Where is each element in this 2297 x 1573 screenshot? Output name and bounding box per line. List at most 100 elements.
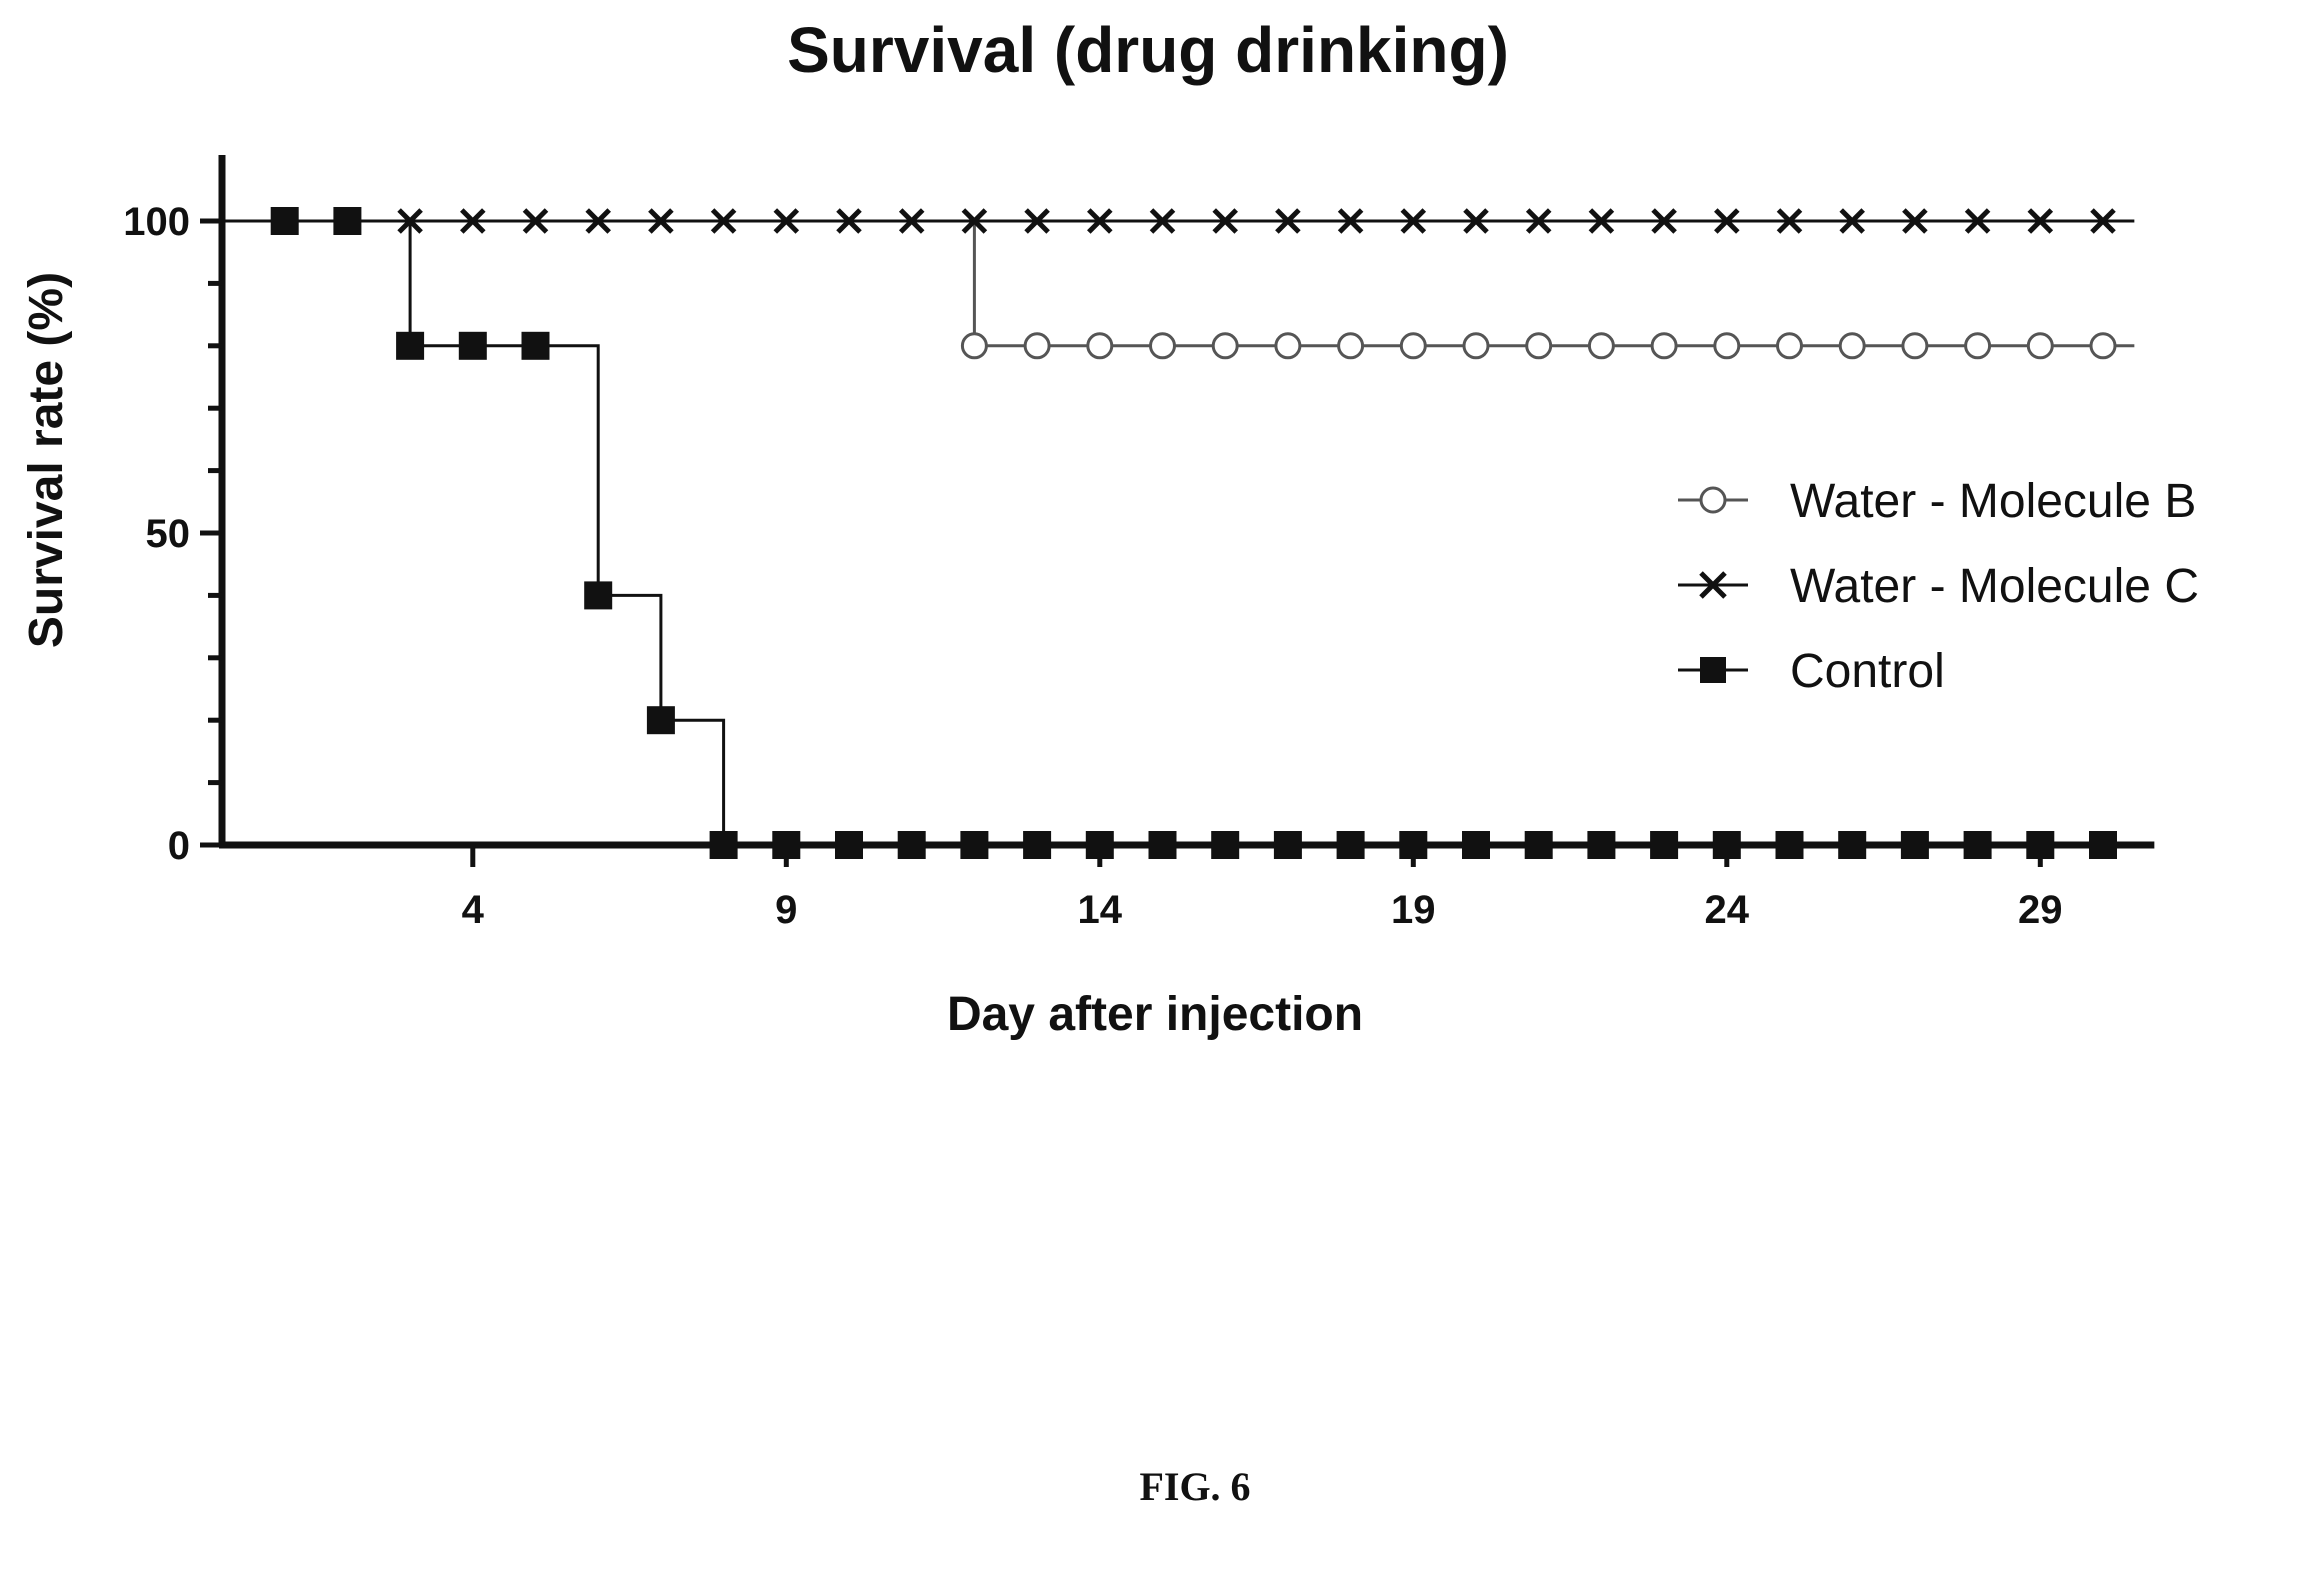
marker-molecule-b [1399,332,1427,360]
marker-molecule-c [397,208,423,234]
marker-control [1900,831,1929,859]
marker-control [772,831,801,859]
marker-molecule-c [1337,208,1364,234]
x-tick-label: 29 [2018,888,2063,932]
marker-molecule-c-stroke-b [2090,208,2116,234]
marker-molecule-c [1463,208,1489,234]
marker-molecule-c [1024,208,1050,234]
marker-molecule-c [898,208,925,234]
marker-molecule-b [1964,332,1992,360]
marker-control [1712,831,1741,859]
marker-control [521,331,550,360]
marker-control [1273,831,1302,859]
x-tick-label: 19 [1391,888,1436,932]
marker-molecule-b [1587,332,1615,360]
x-tick-label: 4 [462,888,485,932]
marker-molecule-b [1838,332,1866,360]
marker-molecule-b [1149,332,1176,360]
marker-control [333,207,362,235]
marker-molecule-c [1400,208,1427,234]
marker-molecule-c-stroke-b [397,208,423,234]
marker-molecule-c-stroke-b [460,208,486,234]
marker-molecule-b [1211,332,1239,360]
marker-molecule-c-stroke-b [1964,208,1991,234]
series-markers [270,207,2117,859]
marker-control [1524,831,1553,859]
x-tick-label: 9 [775,888,797,932]
marker-molecule-c-stroke-b [1588,208,1615,234]
marker-molecule-c [1839,208,1865,234]
marker-molecule-c [2027,208,2054,234]
marker-molecule-c [710,208,737,234]
legend-marker-stroke-b [1699,571,1727,599]
x-axis-label: Day after injection [947,988,1363,1041]
legend-marker [1699,571,1727,599]
marker-molecule-c-stroke-b [1024,208,1050,234]
legend-marker [1700,657,1726,683]
marker-molecule-c [1776,208,1803,234]
marker-molecule-b [1901,332,1929,360]
marker-molecule-c-stroke-b [1839,208,1865,234]
marker-molecule-c [1964,208,1991,234]
x-tick-label: 14 [1078,888,1123,932]
series-line-2 [222,219,2135,847]
marker-molecule-b [1023,332,1051,360]
marker-control [1148,831,1177,859]
marker-molecule-c [1087,208,1113,234]
marker-control [2089,831,2117,859]
chart-title: Survival (drug drinking) [787,14,1509,86]
marker-control [835,831,863,859]
marker-molecule-b [1776,332,1803,360]
marker-molecule-c-stroke-b [2027,208,2054,234]
marker-molecule-c-stroke-b [1087,208,1113,234]
marker-molecule-c-stroke-b [1902,208,1928,234]
marker-control [396,331,425,360]
marker-control [1336,831,1365,859]
marker-molecule-c [1714,208,1740,234]
marker-molecule-c-stroke-b [648,208,674,234]
marker-molecule-b [1086,332,1114,360]
marker-molecule-c-stroke-b [585,208,611,234]
marker-control [1587,831,1616,859]
marker-molecule-b [2026,332,2054,360]
marker-molecule-c-stroke-b [1149,208,1176,234]
marker-molecule-c [522,208,549,234]
marker-molecule-c [773,208,800,234]
marker-molecule-c [1149,208,1176,234]
y-tick-label: 0 [168,824,190,868]
marker-molecule-c-stroke-b [836,208,862,234]
marker-control [646,706,675,735]
marker-molecule-b [2089,332,2117,360]
marker-control [960,831,989,859]
marker-control [1399,831,1428,859]
marker-molecule-b [1525,332,1553,360]
marker-molecule-c [460,208,486,234]
marker-molecule-b [960,332,988,360]
marker-control [584,581,613,610]
marker-molecule-c-stroke-b [1275,208,1301,234]
marker-molecule-b [1713,332,1741,360]
marker-control [1085,831,1114,859]
marker-molecule-c-stroke-b [1400,208,1427,234]
marker-molecule-c-stroke-b [710,208,737,234]
y-axis-label: Survival rate (%) [20,272,73,648]
marker-molecule-c-stroke-b [1525,208,1552,234]
marker-control [1963,831,1992,859]
axes: 0 50 100 4 9 14 19 24 29 [123,155,2155,932]
legend-marker [1699,486,1727,514]
legend-label: Water - Molecule B [1790,475,2196,528]
marker-molecule-c [836,208,862,234]
marker-molecule-c [961,208,988,234]
marker-molecule-c [1212,208,1238,234]
x-tick-label: 24 [1705,888,1750,932]
marker-molecule-c-stroke-b [1463,208,1489,234]
marker-control [1650,831,1679,859]
marker-molecule-c [648,208,674,234]
marker-molecule-c [1275,208,1301,234]
marker-molecule-b [1462,332,1490,360]
legend: Water - Molecule B Water - Molecule C Cont… [1678,475,2199,698]
marker-molecule-c-stroke-b [1651,208,1677,234]
marker-control [1838,831,1867,859]
marker-molecule-c-stroke-b [773,208,800,234]
